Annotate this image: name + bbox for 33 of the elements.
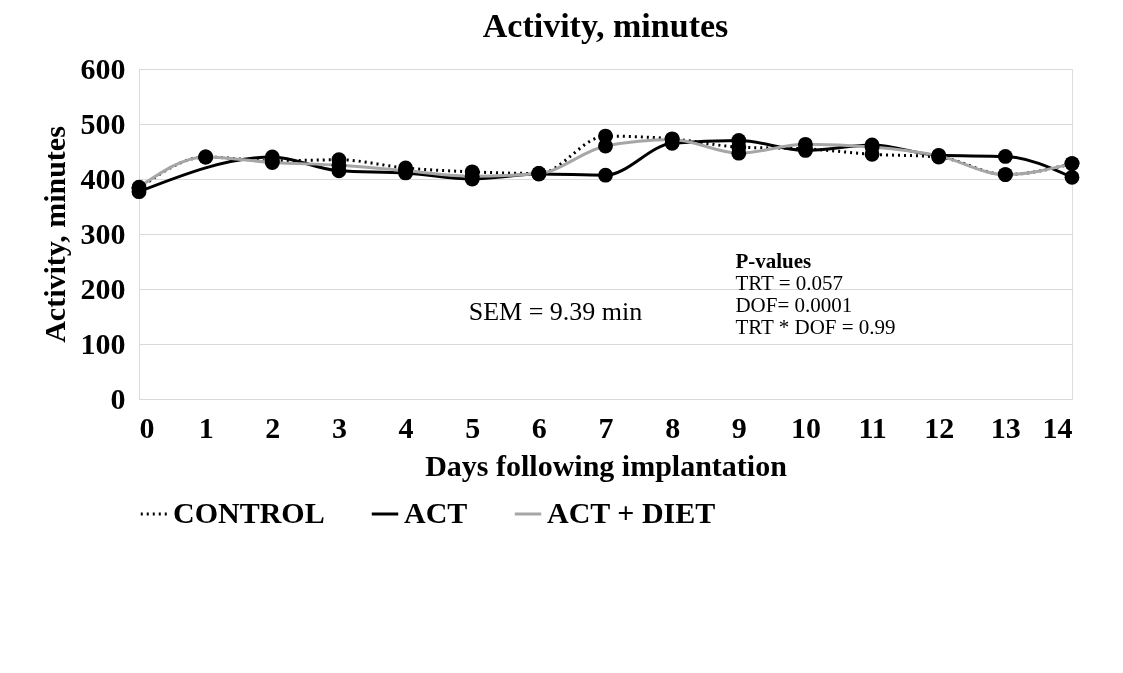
x-tick-label: 7 xyxy=(598,410,614,444)
x-axis-title: Days following implantation xyxy=(425,448,788,482)
annotation: SEM = 9.39 min xyxy=(468,296,643,326)
x-tick-label: 14 xyxy=(1042,410,1073,444)
x-tick-label: 6 xyxy=(531,410,547,444)
y-tick-label: 300 xyxy=(80,216,126,250)
legend-label: ACT + DIET xyxy=(547,496,716,529)
y-tick-label: 200 xyxy=(80,271,126,305)
y-tick-label: 600 xyxy=(80,51,126,85)
x-tick-label: 11 xyxy=(858,410,887,444)
y-tick-label: 500 xyxy=(80,106,126,140)
x-tick-label: 4 xyxy=(398,410,414,444)
x-tick-label: 1 xyxy=(198,410,214,444)
annotation: TRT = 0.057 xyxy=(735,271,844,296)
x-tick-label: 8 xyxy=(665,410,681,444)
annotation: DOF= 0.0001 xyxy=(735,293,853,318)
x-tick-label: 12 xyxy=(924,410,955,444)
legend-label: ACT xyxy=(404,496,468,529)
x-tick-label: 2 xyxy=(265,410,281,444)
y-tick-label: 100 xyxy=(80,326,126,360)
annotation: P-values xyxy=(735,249,812,274)
x-tick-label: 13 xyxy=(990,410,1021,444)
chart-title: Activity, minutes xyxy=(482,7,729,44)
y-tick-label: 400 xyxy=(80,161,126,195)
x-tick-label: 3 xyxy=(331,410,347,444)
y-tick-label: 0 xyxy=(110,381,126,415)
annotation: TRT * DOF = 0.99 xyxy=(735,315,896,340)
legend-label: CONTROL xyxy=(173,496,325,529)
x-tick-label: 10 xyxy=(790,410,821,444)
x-tick-label: 9 xyxy=(731,410,747,444)
x-tick-label: 5 xyxy=(465,410,481,444)
x-tick-label: 0 xyxy=(139,410,155,444)
y-axis-title: Activity, minutes xyxy=(37,126,71,343)
